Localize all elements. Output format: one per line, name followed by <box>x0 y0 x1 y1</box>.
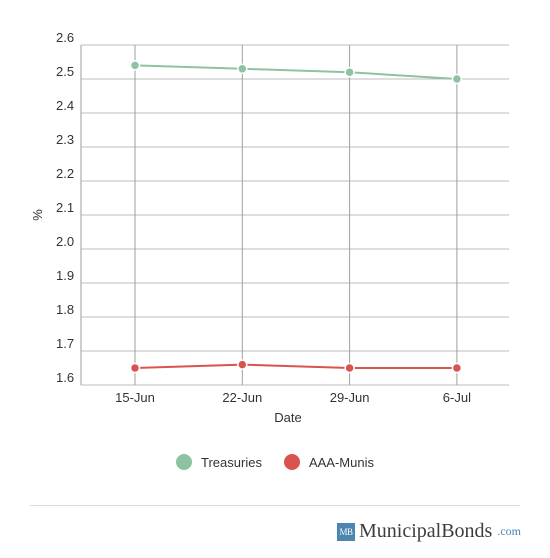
y-axis-ticks: 1.6 1.7 1.8 1.9 2.0 2.1 2.2 2.3 2.4 2.5 2.6 <box>56 30 74 385</box>
legend-marker-icon <box>176 454 193 470</box>
data-point-treasuries[interactable] <box>344 66 355 78</box>
x-axis-title: Date <box>274 410 301 425</box>
y-axis-title: % <box>30 209 45 221</box>
grid-lines <box>80 44 509 386</box>
data-point-aaa-munis[interactable] <box>129 362 141 374</box>
data-point-treasuries[interactable] <box>451 73 463 85</box>
legend-marker-icon <box>283 454 300 470</box>
y-tick-label: 2.4 <box>56 98 74 113</box>
legend-item-aaa-munis[interactable]: AAA-Munis <box>283 454 374 470</box>
x-tick-label: 15-Jun <box>115 390 155 405</box>
data-point-aaa-munis[interactable] <box>237 359 248 370</box>
footer-divider <box>30 505 520 506</box>
x-axis-ticks: 15-Jun 22-Jun 29-Jun 6-Jul <box>115 390 471 405</box>
y-tick-label: 2.2 <box>56 166 74 181</box>
y-tick-label: 2.5 <box>56 64 74 79</box>
y-tick-label: 1.9 <box>56 268 74 283</box>
legend-label: AAA-Munis <box>308 454 374 470</box>
brand-tld: .com <box>497 524 522 538</box>
y-tick-label: 1.8 <box>56 302 74 317</box>
legend-item-treasuries[interactable]: Treasuries <box>176 454 262 470</box>
series-line-aaa-munis <box>134 363 457 369</box>
data-point-treasuries[interactable] <box>237 63 248 75</box>
legend: Treasuries AAA-Munis <box>0 454 550 470</box>
series-line-treasuries <box>134 64 457 80</box>
y-tick-label: 2.3 <box>56 132 74 147</box>
data-point-treasuries[interactable] <box>129 60 141 71</box>
brand-logo-icon: MB <box>337 522 355 541</box>
x-tick-label: 22-Jun <box>222 390 262 405</box>
legend-label: Treasuries <box>201 454 262 470</box>
data-point-aaa-munis[interactable] <box>344 362 355 374</box>
data-point-aaa-munis[interactable] <box>451 362 463 374</box>
brand-name: MunicipalBonds <box>359 520 493 542</box>
y-tick-label: 1.6 <box>56 370 74 385</box>
x-tick-label: 29-Jun <box>330 390 370 405</box>
y-tick-label: 2.0 <box>56 234 74 249</box>
y-tick-label: 2.6 <box>56 30 74 45</box>
brand-logo[interactable]: MB MunicipalBonds .com <box>337 520 521 543</box>
line-chart: 1.6 1.7 1.8 1.9 2.0 2.1 2.2 2.3 2.4 2.5 2.6 15-Jun… <box>30 30 509 425</box>
x-tick-label: 6-Jul <box>443 390 471 405</box>
series-layer <box>129 60 463 374</box>
y-tick-label: 1.7 <box>56 336 74 351</box>
y-tick-label: 2.1 <box>56 200 74 215</box>
